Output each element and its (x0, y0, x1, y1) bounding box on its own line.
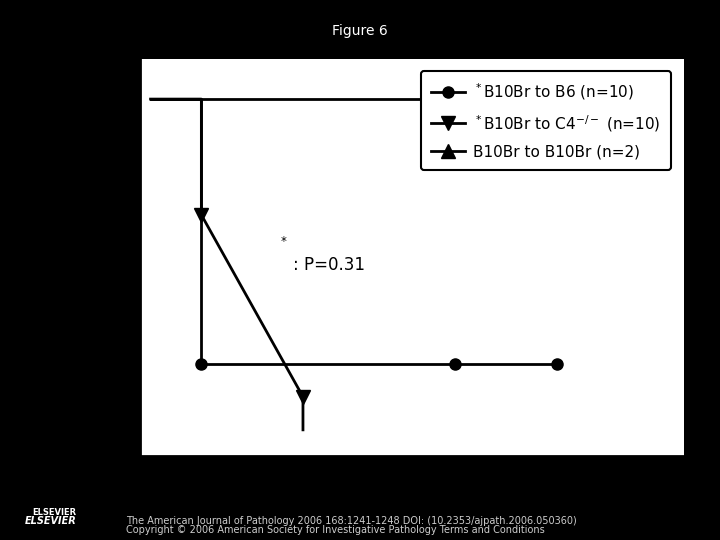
Text: ELSEVIER: ELSEVIER (32, 508, 76, 517)
Text: The American Journal of Pathology 2006 168:1241-1248 DOI: (10.2353/ajpath.2006.0: The American Journal of Pathology 2006 1… (126, 516, 577, 526)
Text: ELSEVIER: ELSEVIER (24, 516, 76, 526)
Y-axis label: Percent Graft Survival: Percent Graft Survival (73, 136, 91, 380)
Text: Figure 6: Figure 6 (332, 24, 388, 38)
X-axis label: Days Post Transplantation: Days Post Transplantation (269, 495, 556, 514)
Text: $^*$: $^*$ (278, 237, 287, 254)
Text: Copyright © 2006 American Society for Investigative Pathology Terms and Conditio: Copyright © 2006 American Society for In… (126, 524, 545, 535)
Text: : P=0.31: : P=0.31 (293, 256, 365, 274)
Legend: $^*$B10Br to B6 (n=10), $^*$B10Br to C4$^{-/-}$ (n=10), B10Br to B10Br (n=2): $^*$B10Br to B6 (n=10), $^*$B10Br to C4$… (420, 71, 671, 170)
